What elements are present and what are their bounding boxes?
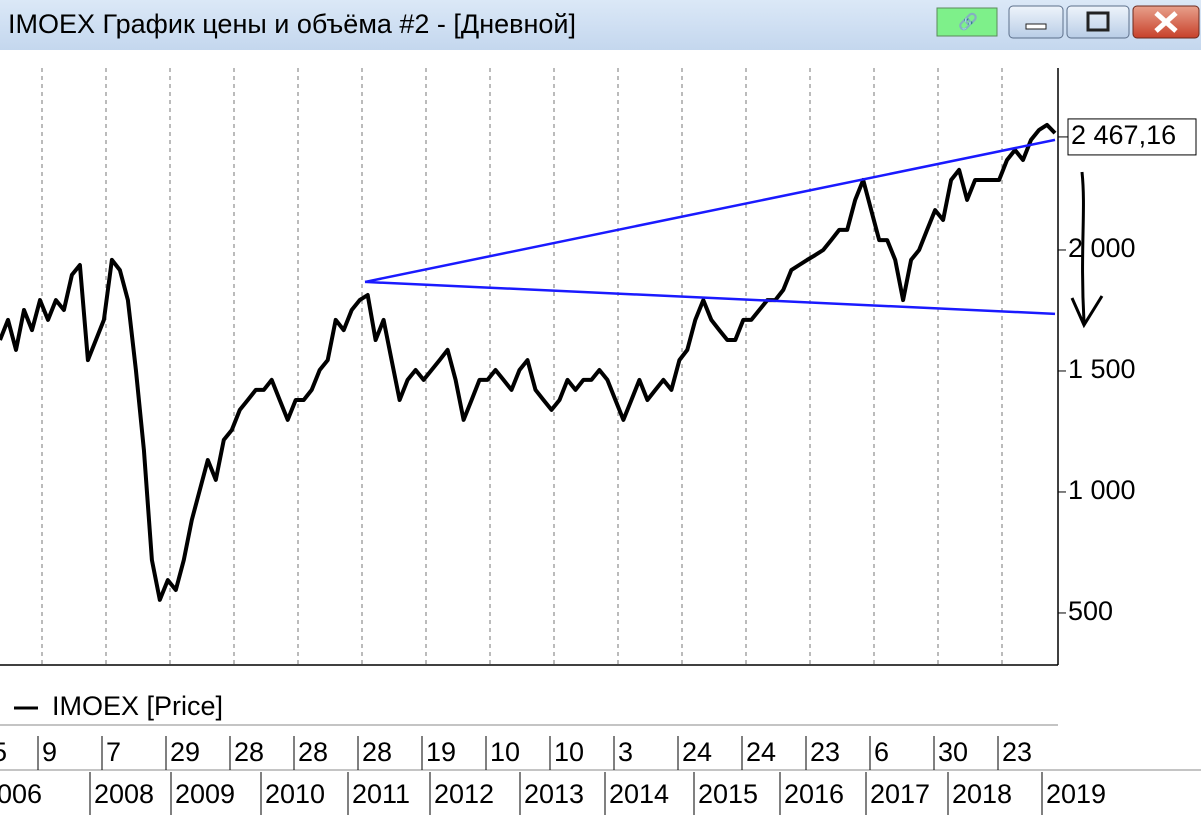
x-day-label: 5 [0,737,7,767]
x-day-label: 10 [490,737,520,767]
trend-line [364,138,1056,284]
x-day-label: 30 [938,737,968,767]
x-day-label: 28 [234,737,264,767]
x-day-label: 10 [554,737,584,767]
x-day-label: 23 [810,737,840,767]
minimize-icon [1025,23,1047,30]
x-day-label: 29 [170,737,200,767]
x-day-label: 3 [618,737,633,767]
last-price-box [1067,118,1197,156]
minimize-button[interactable] [1008,5,1064,39]
x-year-label: 2017 [870,779,930,809]
x-day-label: 24 [682,737,712,767]
x-year-label: 2012 [434,779,494,809]
x-year-label: 2018 [952,779,1012,809]
close-icon [1154,11,1178,33]
x-year-label: 2006 [0,779,42,809]
legend-label: IMOEX [Price] [52,691,223,721]
x-year-label: 2009 [175,779,235,809]
price-line [0,122,1057,602]
x-year-label: 2010 [265,779,325,809]
y-tick-label: 1 000 [1068,475,1136,505]
y-tick-label: 500 [1068,596,1113,626]
trend-line [364,280,1056,316]
x-year-label: 2014 [609,779,669,809]
hand-drawn-arrow [1070,171,1104,329]
x-day-label: 6 [874,737,889,767]
y-tick-label: 1 500 [1068,354,1136,384]
last-price-label: 2 467,16 [1071,120,1176,150]
title-bar [0,0,1201,50]
x-day-label: 7 [106,737,121,767]
window-title: IMOEX График цены и объёма #2 - [Дневной… [8,9,576,39]
x-year-label: 2011 [352,779,410,809]
x-year-label: 2008 [94,779,154,809]
plot [0,122,1057,602]
x-year-label: 2015 [698,779,758,809]
x-year-label: 2013 [524,779,584,809]
x-year-label: 2019 [1046,779,1106,809]
maximize-icon [1086,11,1110,32]
maximize-button[interactable] [1066,5,1130,39]
x-day-label: 28 [362,737,392,767]
y-tick-label: 2 000 [1068,233,1136,263]
x-day-label: 9 [42,737,57,767]
x-day-label: 24 [746,737,776,767]
x-year-label: 2016 [784,779,844,809]
link-button[interactable] [936,7,998,37]
x-day-label: 28 [298,737,328,767]
link-icon: 🔗 [958,12,978,31]
x-day-label: 23 [1002,737,1032,767]
x-day-label: 19 [426,737,456,767]
